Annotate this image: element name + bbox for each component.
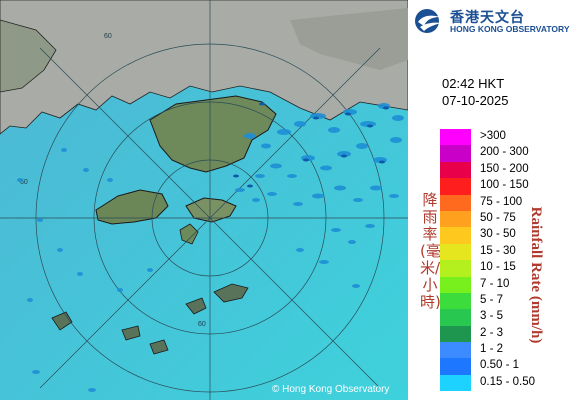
rainfall-legend: >300 200 - 300 150 - 200 100 - 150 75 - 100 5… [440, 129, 544, 392]
legend-range-label: 0.15 - 0.50 [480, 375, 535, 388]
legend-range-label: 7 - 10 [480, 277, 510, 290]
legend-range-label: 15 - 30 [480, 244, 516, 257]
legend-row: 7 - 10 [440, 276, 544, 293]
island-southwest-2 [121, 325, 141, 341]
legend-swatch [440, 129, 471, 146]
mainland-landmass-east [290, 8, 408, 70]
legend-range-label: 100 - 150 [480, 179, 529, 192]
legend-row: 75 - 100 [440, 194, 544, 211]
legend-swatch [440, 325, 471, 343]
legend-row: 1 - 2 [440, 342, 544, 359]
radar-map[interactable]: 60 60 60 [0, 0, 408, 400]
legend-swatch [440, 276, 471, 293]
legend-row: 2 - 3 [440, 325, 544, 343]
legend-row: 3 - 5 [440, 309, 544, 326]
legend-swatch [440, 227, 471, 244]
legend-row: 30 - 50 [440, 227, 544, 244]
legend-row: 200 - 300 [440, 145, 544, 162]
hko-logo-icon [415, 9, 441, 33]
observation-time: 02:42 HKT [442, 76, 505, 91]
lamma-island [179, 223, 199, 245]
legend-range-label: 50 - 75 [480, 211, 516, 224]
legend-swatch [440, 161, 471, 179]
legend-row: >300 [440, 129, 544, 146]
new-territories-land [149, 95, 277, 173]
legend-row: 100 - 150 [440, 178, 544, 195]
west-peninsula [0, 19, 57, 93]
legend-swatch [440, 342, 471, 359]
range-ring-label-s: 60 [198, 321, 206, 328]
info-panel: 香港天文台 HONG KONG OBSERVATORY 02:42 HKT 07… [408, 0, 577, 400]
legend-swatch [440, 145, 471, 162]
copyright-text: © Hong Kong Observatory [272, 384, 390, 395]
observation-date: 07-10-2025 [442, 93, 509, 108]
range-ring-label-w: 60 [20, 179, 28, 186]
legend-row: 0.50 - 1 [440, 358, 544, 375]
legend-range-label: 0.50 - 1 [480, 359, 519, 372]
logo-text-chinese: 香港天文台 [450, 10, 525, 26]
lantau-island [95, 189, 169, 225]
legend-title-chinese: 降雨率(毫米/小時) [420, 191, 441, 311]
logo-text-english: HONG KONG OBSERVATORY [450, 24, 570, 34]
legend-range-label: 10 - 15 [480, 261, 516, 274]
legend-swatch [440, 292, 471, 310]
legend-range-label: 75 - 100 [480, 195, 523, 208]
legend-swatch [440, 358, 471, 375]
range-ring-label-nw: 60 [104, 33, 112, 40]
legend-range-label: 30 - 50 [480, 228, 516, 241]
radar-map-canvas: 60 60 60 [0, 0, 408, 400]
legend-row: 50 - 75 [440, 210, 544, 228]
legend-swatch [440, 243, 471, 261]
legend-row: 15 - 30 [440, 243, 544, 261]
hong-kong-island [185, 197, 237, 223]
radar-echo-moderate [233, 102, 389, 188]
legend-row: 5 - 7 [440, 292, 544, 310]
legend-row: 10 - 15 [440, 260, 544, 277]
legend-swatch [440, 260, 471, 277]
legend-swatch [440, 374, 471, 392]
legend-range-label: 2 - 3 [480, 326, 504, 339]
range-rings [0, 0, 408, 400]
legend-range-label: 5 - 7 [480, 293, 504, 306]
legend-swatch [440, 178, 471, 195]
legend-range-label: 150 - 200 [480, 162, 529, 175]
range-spoke-ne-sw [39, 47, 381, 389]
legend-range-label: 1 - 2 [480, 343, 504, 356]
legend-row: 0.15 - 0.50 [440, 374, 544, 392]
legend-swatch [440, 194, 471, 211]
legend-row: 150 - 200 [440, 161, 544, 179]
legend-range-label: 3 - 5 [480, 310, 504, 323]
hko-logo[interactable]: 香港天文台 HONG KONG OBSERVATORY [414, 6, 574, 36]
island-south-small [185, 297, 207, 315]
legend-range-label: 200 - 300 [480, 146, 529, 159]
island-southwest [51, 311, 73, 331]
legend-swatch [440, 309, 471, 326]
legend-range-label: >300 [480, 130, 506, 142]
legend-swatch [440, 210, 471, 228]
island-south-3 [149, 339, 169, 355]
island-group-south [213, 283, 249, 303]
